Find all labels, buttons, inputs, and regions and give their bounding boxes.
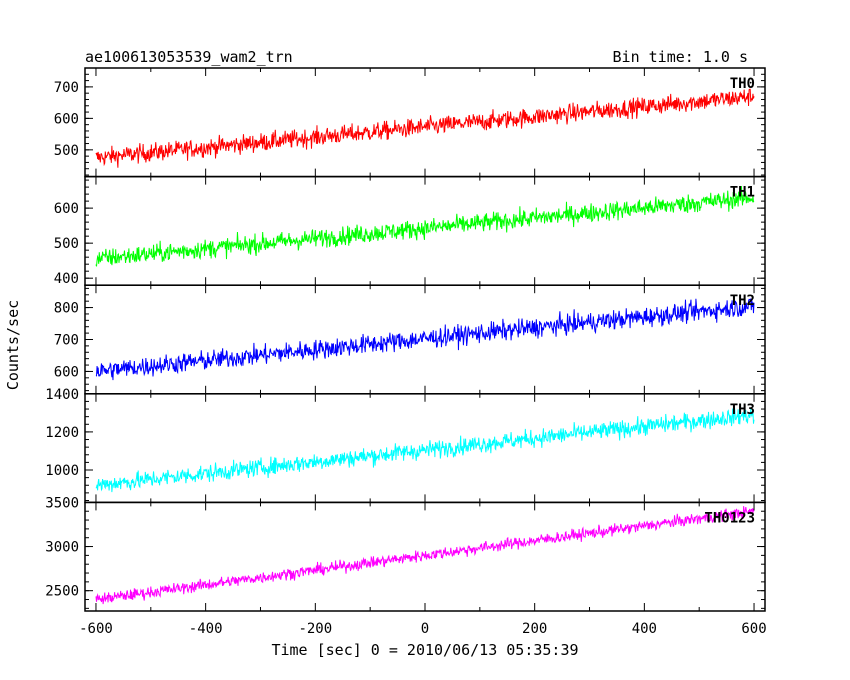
y-tick-label: 600 [54,111,79,127]
y-tick-label: 700 [54,333,79,349]
series-line-th0 [95,88,755,168]
y-tick-label: 3000 [45,540,79,556]
y-tick-label: 700 [54,80,79,96]
panel-label-th2: TH2 [730,293,755,309]
series-line-th2 [95,298,755,381]
bin-time-label: Bin time: 1.0 s [613,48,748,66]
x-tick-label: 400 [632,621,657,637]
panel-label-th0: TH0 [730,76,755,92]
y-tick-label: 1000 [45,463,79,479]
panel-frame-th2 [84,284,766,395]
panel-label-th3: TH3 [730,402,755,418]
x-tick-label: 0 [421,621,429,637]
series-line-th1 [95,186,755,267]
y-tick-label: 2500 [45,584,79,600]
y-tick-label: 1200 [45,425,79,441]
panel-frame-th0 [84,67,766,178]
y-tick-label: 800 [54,301,79,317]
x-tick-label: -200 [298,621,332,637]
y-axis-label: Counts/sec [4,300,22,390]
y-tick-label: 600 [54,364,79,380]
panels-group: 500 600 700 TH0 400 500 600 TH1 600 700 800 TH2 1000… [45,67,767,637]
panel-label-th1: TH1 [730,185,755,201]
chart-title: ae100613053539_wam2_trn [85,48,293,66]
y-tick-label: 1400 [45,387,79,403]
x-axis-label: Time [sec] 0 = 2010/06/13 05:35:39 [271,641,578,659]
x-tick-label: -600 [79,621,113,637]
x-tick-label: 200 [522,621,547,637]
y-tick-label: 500 [54,236,79,252]
series-line-th0123 [95,506,755,605]
series-line-th3 [95,406,755,493]
y-tick-label: 600 [54,201,79,217]
panel-label-th0123: TH0123 [704,510,755,526]
y-tick-label: 400 [54,271,79,287]
y-tick-label: 500 [54,143,79,159]
x-tick-label: 600 [741,621,766,637]
x-tick-label: -400 [189,621,223,637]
y-tick-label: 3500 [45,495,79,511]
